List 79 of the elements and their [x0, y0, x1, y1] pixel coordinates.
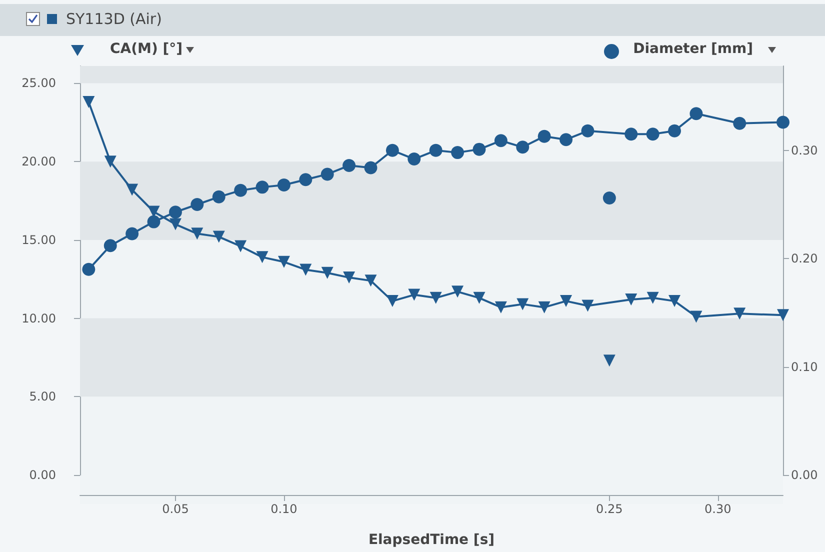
point	[278, 256, 290, 268]
y-tick-label: 20.00	[22, 154, 56, 169]
point	[603, 354, 616, 367]
point	[429, 144, 442, 157]
point	[299, 173, 312, 186]
point	[408, 152, 421, 166]
y2-tick-label: 0.10	[791, 360, 818, 374]
point	[494, 134, 508, 148]
point	[126, 184, 138, 196]
point	[690, 310, 702, 323]
point	[581, 124, 594, 138]
point	[452, 286, 464, 298]
point	[668, 295, 681, 308]
point	[386, 144, 399, 157]
point	[342, 159, 356, 172]
point	[343, 272, 356, 284]
point	[321, 266, 334, 279]
y2-tick-label: 0.30	[791, 143, 818, 158]
point	[256, 180, 269, 194]
point	[408, 288, 420, 301]
point	[190, 198, 204, 211]
point	[494, 301, 507, 314]
point	[212, 190, 226, 204]
y2-tick-label: 0.00	[791, 468, 818, 482]
point	[104, 239, 117, 252]
point	[168, 206, 182, 219]
y2-axis-title: Diameter [mm]	[633, 41, 753, 57]
point	[668, 124, 682, 138]
point	[169, 218, 182, 230]
point	[300, 264, 312, 276]
x-tick-label: 0.30	[704, 502, 732, 516]
point	[256, 251, 268, 264]
point	[451, 146, 464, 160]
point	[733, 116, 746, 130]
y-tick-label: 5.00	[29, 390, 56, 404]
point	[320, 168, 334, 181]
point	[147, 215, 160, 228]
point	[777, 309, 789, 322]
y2-tick-label: 0.20	[791, 252, 818, 266]
x-tick-label: 0.25	[596, 502, 623, 516]
point	[690, 107, 703, 120]
point	[560, 295, 572, 308]
point	[473, 292, 486, 304]
x-tick-label: 0.05	[162, 502, 189, 516]
point	[234, 184, 248, 197]
point	[364, 161, 378, 174]
point	[625, 293, 638, 306]
y-tick-label: 0.00	[29, 468, 56, 482]
point	[234, 240, 247, 252]
point	[538, 301, 550, 314]
point	[516, 298, 529, 310]
point	[582, 300, 594, 312]
point	[776, 116, 790, 129]
point	[430, 292, 442, 304]
y-tick-label: 10.00	[22, 311, 56, 326]
point	[191, 228, 204, 240]
point	[624, 128, 638, 141]
point	[277, 178, 290, 192]
point	[82, 262, 96, 276]
point	[646, 292, 659, 304]
y-axis-title: CA(M) [°]	[110, 41, 183, 57]
point	[82, 96, 95, 108]
point	[538, 130, 551, 143]
y-tick-label: 15.00	[22, 232, 56, 247]
point	[734, 308, 746, 320]
point	[646, 128, 660, 141]
point	[560, 133, 573, 146]
y-tick-label: 25.00	[22, 76, 56, 90]
point	[602, 192, 616, 204]
point	[212, 230, 225, 243]
point	[472, 142, 486, 156]
point	[364, 274, 377, 287]
point	[516, 140, 530, 154]
point	[104, 156, 116, 168]
point	[126, 227, 139, 240]
x-tick-label: 0.10	[270, 502, 298, 516]
x-axis-title: ElapsedTime [s]	[368, 532, 495, 548]
point	[386, 295, 398, 308]
chart-title: SY113D (Air)	[66, 10, 162, 28]
